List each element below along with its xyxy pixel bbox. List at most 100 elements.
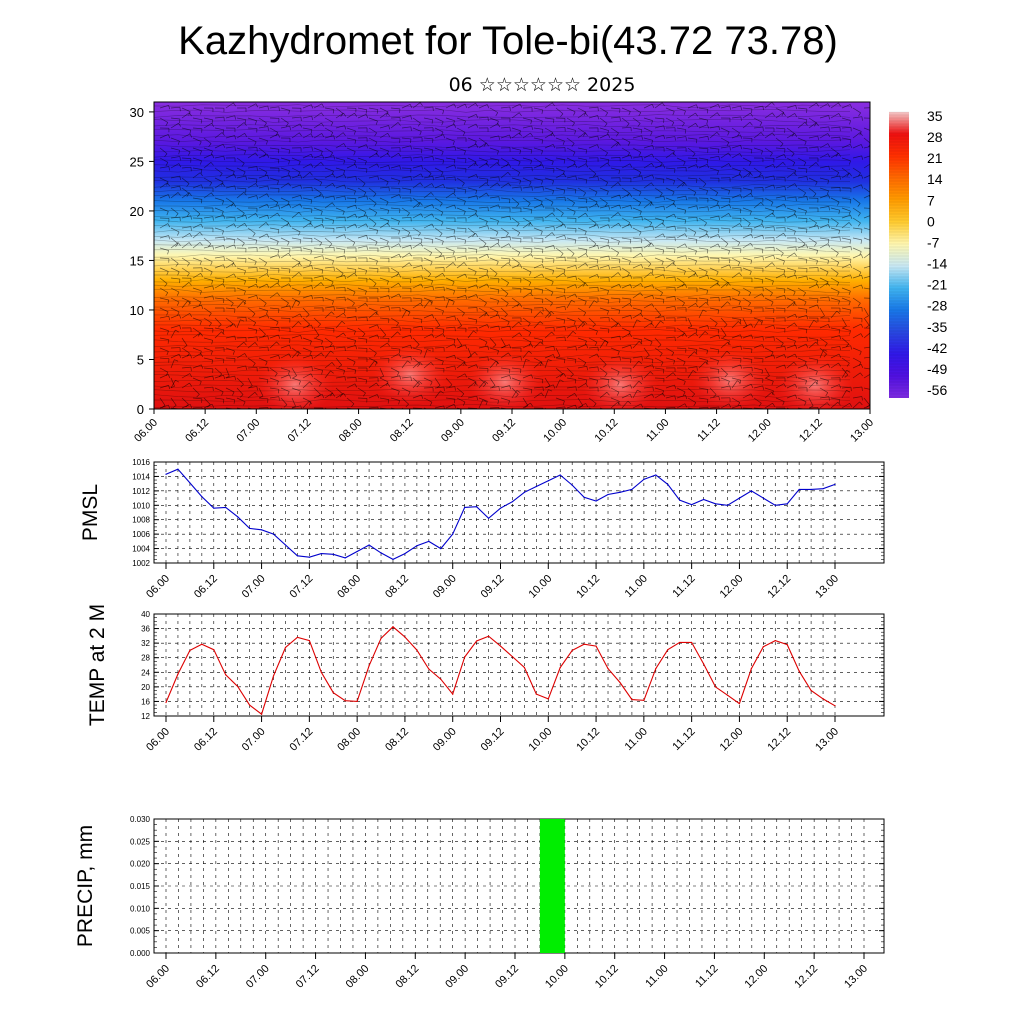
wind-barb-flag bbox=[597, 176, 599, 181]
wind-barb bbox=[632, 375, 642, 379]
wind-barb-flag bbox=[617, 182, 621, 186]
wind-barb-flag bbox=[209, 322, 212, 327]
wind-barb bbox=[566, 197, 575, 204]
wind-barb-flag bbox=[343, 312, 347, 317]
wind-barb bbox=[214, 207, 224, 212]
wind-barb bbox=[577, 282, 586, 289]
wind-barb bbox=[335, 157, 345, 161]
wind-barb bbox=[709, 327, 719, 330]
wind-barb-flag bbox=[548, 415, 551, 418]
wind-barb bbox=[236, 365, 246, 369]
wind-barb-flag bbox=[211, 154, 215, 159]
wind-barb-flag bbox=[706, 249, 709, 254]
wind-barb bbox=[445, 176, 455, 179]
wind-barb-flag bbox=[582, 132, 586, 137]
wind-barb-flag bbox=[806, 364, 809, 369]
x-tick-label: 08.12 bbox=[383, 726, 411, 754]
wind-barb-flag bbox=[519, 132, 522, 137]
wind-barb bbox=[786, 167, 796, 171]
wind-barb-flag bbox=[322, 194, 325, 199]
wind-barb-flag bbox=[835, 273, 839, 277]
wind-barb bbox=[588, 274, 598, 279]
isotherm-line bbox=[154, 364, 851, 368]
wind-barb bbox=[632, 227, 642, 233]
wind-barb bbox=[720, 385, 730, 389]
wind-barb bbox=[643, 127, 653, 133]
wind-barb bbox=[764, 164, 774, 169]
wind-barb-flag bbox=[386, 111, 389, 116]
wind-barb bbox=[357, 327, 366, 334]
wind-barb bbox=[775, 247, 784, 254]
wind-barb bbox=[390, 267, 399, 273]
wind-barb-flag bbox=[276, 380, 279, 385]
wind-barb bbox=[764, 132, 773, 139]
wind-barb bbox=[599, 133, 609, 139]
wind-barb-flag bbox=[705, 361, 709, 365]
x-tick-label: 10.12 bbox=[593, 963, 621, 991]
wind-barb bbox=[698, 357, 708, 361]
wind-barb-flag bbox=[453, 229, 456, 234]
wind-barb-flag bbox=[638, 341, 643, 345]
wind-barb-flag bbox=[188, 192, 192, 197]
wind-barb-flag bbox=[794, 252, 797, 257]
wind-barb-flag bbox=[321, 103, 325, 108]
wind-barb bbox=[181, 157, 192, 159]
wind-barb-flag bbox=[784, 186, 786, 191]
wind-barb bbox=[830, 152, 839, 159]
wind-barb bbox=[291, 174, 301, 179]
wind-barb bbox=[313, 187, 322, 194]
wind-barb bbox=[687, 370, 694, 379]
wind-barb bbox=[368, 163, 378, 169]
wind-barb-flag bbox=[861, 155, 864, 160]
wind-barb-flag bbox=[244, 133, 248, 137]
wind-barb-flag bbox=[344, 125, 347, 130]
wind-barb bbox=[434, 377, 441, 386]
wind-barb bbox=[489, 377, 496, 386]
wind-barb-flag bbox=[376, 382, 379, 387]
wind-barb-flag bbox=[410, 344, 413, 349]
wind-barb-flag bbox=[770, 201, 774, 206]
wind-barb-flag bbox=[542, 186, 544, 191]
wind-barb-flag bbox=[277, 279, 280, 284]
warm-spot bbox=[257, 355, 333, 409]
y-tick-label: 1004 bbox=[132, 545, 150, 554]
wind-barb-flag bbox=[353, 330, 356, 335]
wind-barb bbox=[511, 127, 521, 132]
wind-barb-flag bbox=[398, 230, 400, 235]
wind-barb bbox=[764, 254, 774, 259]
wind-barb-flag bbox=[475, 102, 479, 107]
data-point bbox=[189, 482, 191, 484]
y-tick-label: 12 bbox=[141, 712, 150, 721]
wind-barb-flag bbox=[519, 130, 521, 135]
wind-barb-flag bbox=[836, 282, 840, 287]
wind-barb-flag bbox=[277, 212, 280, 217]
wind-barb-flag bbox=[431, 411, 432, 415]
wind-barb-flag bbox=[476, 284, 479, 289]
wind-barb bbox=[775, 185, 785, 189]
data-point bbox=[260, 713, 263, 715]
wind-barb bbox=[797, 357, 807, 362]
wind-barb-flag bbox=[440, 171, 444, 176]
x-tick-label: 06.00 bbox=[144, 573, 172, 601]
wind-barb-flag bbox=[617, 272, 621, 276]
wind-barb bbox=[434, 255, 444, 259]
wind-barb bbox=[830, 297, 840, 301]
wind-barb-flag bbox=[233, 239, 236, 244]
wind-barb-flag bbox=[629, 239, 632, 244]
wind-barb bbox=[786, 361, 795, 369]
wind-barb bbox=[456, 117, 466, 122]
wind-barb-flag bbox=[762, 235, 765, 240]
wind-barb bbox=[841, 297, 851, 302]
wind-barb bbox=[863, 127, 870, 131]
wind-barb-flag bbox=[760, 132, 764, 136]
wind-barb bbox=[225, 367, 230, 377]
wind-barb bbox=[170, 242, 179, 249]
wind-barb bbox=[203, 285, 213, 289]
wind-barb-flag bbox=[771, 280, 774, 285]
wind-barb bbox=[357, 377, 367, 381]
wind-barb bbox=[401, 245, 411, 249]
wind-barb bbox=[478, 399, 484, 409]
precip-panel: 0.0000.0050.0100.0150.0200.0250.03006.00… bbox=[74, 815, 885, 991]
wind-barb bbox=[731, 357, 742, 359]
